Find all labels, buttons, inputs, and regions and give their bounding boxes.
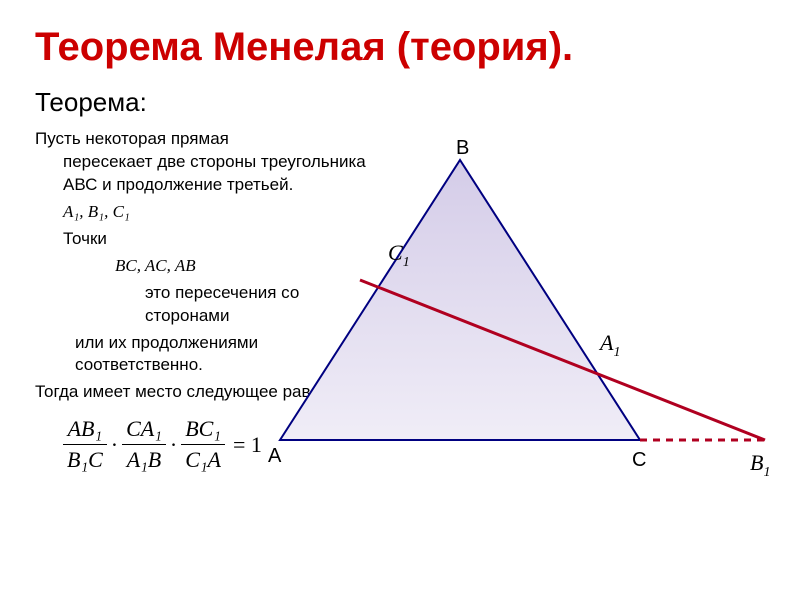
label-B1: B1 [750,450,770,480]
points-abc1: A₁, B₁, C₁ [63,202,130,221]
label-A1: A1 [598,330,620,360]
f-n3: BC₁ [185,416,221,441]
f-d2: A₁B [127,447,162,472]
slide-title: Теорема Менелая (теория). [35,25,765,69]
f-dot1: · [107,414,122,474]
label-A: A [268,445,282,467]
label-B: B [456,140,469,159]
triangle-fill [280,160,640,440]
f-n1: AB₁ [68,416,103,441]
menelaus-diagram: A B C C1 A1 B1 [260,140,780,500]
theorem-subtitle: Теорема: [35,87,765,118]
f-n2: CA₁ [126,416,162,441]
label-C: C [632,449,646,471]
f-d3: C₁A [185,447,221,472]
sides-bcacab: BC, AC, AB [115,256,196,275]
f-dot2: · [166,414,181,474]
f-d1: B₁C [67,447,103,472]
para1a: Пусть некоторая прямая [35,129,229,148]
